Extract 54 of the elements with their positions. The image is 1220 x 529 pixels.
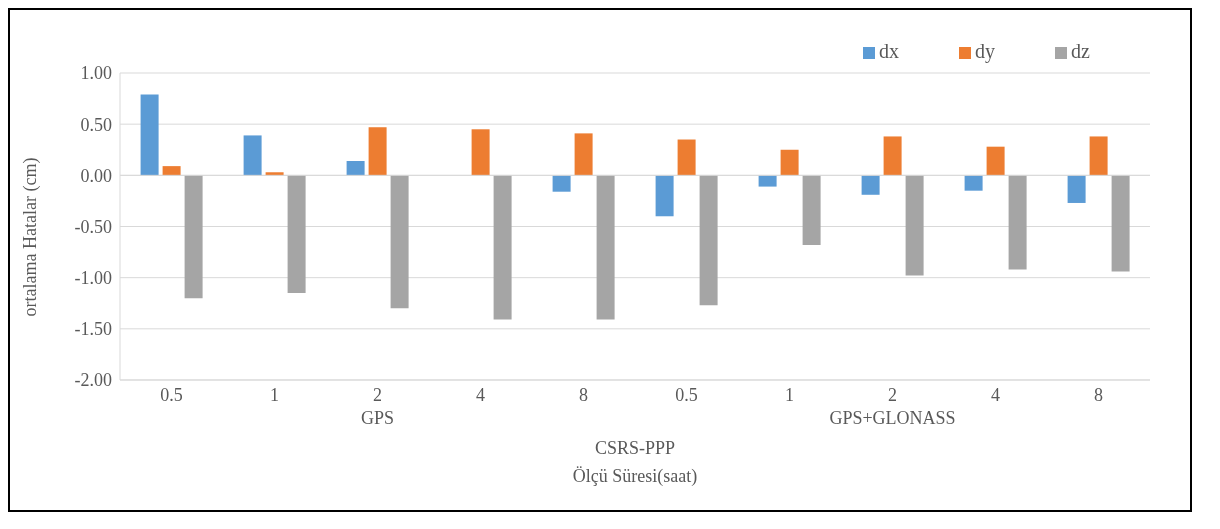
bar (243, 135, 262, 176)
legend-label: dz (1071, 40, 1090, 62)
x-tick-label: 4 (476, 384, 485, 405)
bar (802, 175, 821, 245)
bar (287, 175, 306, 294)
x-tick-label: 1 (785, 384, 794, 405)
x-tick-label: 4 (991, 384, 1000, 405)
x-tick-label: 8 (1094, 384, 1103, 405)
bar (986, 146, 1005, 176)
y-axis-title: ortalama Hatalar (cm) (20, 157, 42, 317)
y-tick-label: 0.50 (80, 114, 112, 135)
bar (1111, 175, 1130, 272)
y-tick-label: -1.50 (74, 319, 112, 340)
legend-label: dy (975, 40, 996, 62)
y-tick-label: -0.50 (74, 216, 112, 237)
bar (552, 175, 571, 192)
bar (493, 175, 512, 320)
text: CSRS-PPP (594, 438, 676, 459)
bar (1008, 175, 1027, 270)
x-axis-title: Ölçü Süresi(saat) (572, 466, 698, 487)
bar (699, 175, 718, 306)
y-tick-label: -1.00 (74, 268, 112, 289)
bar (596, 175, 615, 320)
x-tick-label: 2 (888, 384, 897, 405)
bar (368, 127, 387, 176)
bar (905, 175, 924, 276)
x-tick-label: 1 (270, 384, 279, 405)
bar (655, 175, 674, 217)
bar (883, 136, 902, 176)
legend-label: dx (879, 40, 900, 62)
bar (140, 94, 159, 176)
text: GPS+GLONASS (829, 408, 956, 429)
bar (162, 166, 181, 176)
bar (758, 175, 777, 187)
bar (677, 139, 696, 176)
y-tick-label: -2.00 (74, 370, 112, 391)
x-tick-label: 0.5 (675, 384, 698, 405)
bar (780, 149, 799, 176)
bar (574, 133, 593, 176)
bar (471, 129, 490, 176)
bar (1089, 136, 1108, 176)
bar (346, 161, 365, 176)
bar (964, 175, 983, 191)
x-tick-label: 8 (579, 384, 588, 405)
y-tick-label: 0.00 (80, 165, 112, 186)
bar (390, 175, 409, 309)
text: GPS (360, 408, 395, 429)
bar (861, 175, 880, 195)
x-tick-label: 0.5 (160, 384, 183, 405)
bar (265, 172, 284, 176)
bar (184, 175, 203, 299)
x-tick-label: 2 (373, 384, 382, 405)
bar (1067, 175, 1086, 203)
y-tick-label: 1.00 (80, 63, 112, 84)
